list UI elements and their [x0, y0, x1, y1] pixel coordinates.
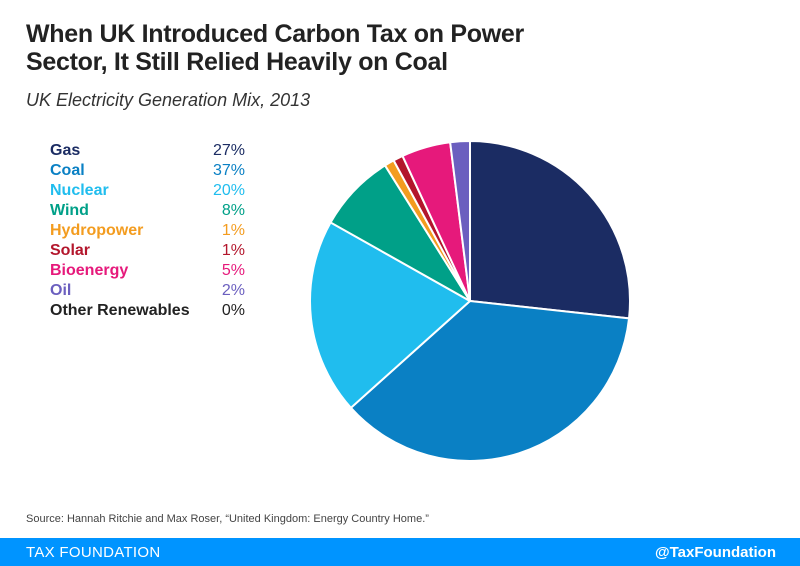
pie-slice-gas — [469, 139, 631, 320]
legend-value: 27% — [212, 142, 245, 159]
pie-slice-coal — [349, 299, 631, 462]
pie-chart — [309, 139, 631, 462]
legend-item: Solar 1% — [50, 241, 245, 261]
legend-label: Gas — [50, 142, 81, 159]
footer-bar: TAX FOUNDATION @TaxFoundation — [0, 538, 800, 566]
legend-value: 1% — [221, 222, 245, 239]
legend-value: 1% — [221, 242, 245, 259]
legend-label: Oil — [50, 282, 72, 299]
footer-handle: @TaxFoundation — [654, 544, 776, 561]
legend-item: Bioenergy 5% — [50, 261, 245, 281]
legend-value: 2% — [221, 282, 245, 299]
chart-title: When UK Introduced Carbon Tax on Power S… — [26, 20, 524, 76]
legend-label: Solar — [50, 242, 91, 259]
legend-item: Hydropower 1% — [50, 221, 245, 241]
pie-slice-oil — [449, 139, 471, 302]
legend-value: 20% — [212, 182, 245, 199]
legend-label: Wind — [50, 202, 89, 219]
legend-label: Bioenergy — [50, 262, 129, 279]
legend-value: 8% — [221, 202, 245, 219]
legend-value: 5% — [221, 262, 245, 279]
legend: Gas 27% Coal 37% Nuclear 20% Wind 8% Hydropower 1… — [50, 141, 245, 321]
legend-label: Hydropower — [50, 222, 144, 239]
legend-label: Nuclear — [50, 182, 109, 199]
chart-subtitle: UK Electricity Generation Mix, 2013 — [26, 90, 311, 110]
legend-item: Oil 2% — [50, 281, 245, 301]
legend-item: Coal 37% — [50, 161, 245, 181]
legend-value: 37% — [212, 162, 245, 179]
legend-item: Gas 27% — [50, 141, 245, 161]
source-note: Source: Hannah Ritchie and Max Roser, “U… — [26, 513, 429, 525]
legend-label: Other Renewables — [50, 302, 190, 319]
legend-label: Coal — [50, 162, 85, 179]
pie-slice-nuclear — [309, 221, 472, 410]
legend-item: Nuclear 20% — [50, 181, 245, 201]
legend-value: 0% — [221, 302, 245, 319]
footer-brand: TAX FOUNDATION — [26, 544, 161, 561]
legend-item: Other Renewables 0% — [50, 301, 245, 321]
legend-item: Wind 8% — [50, 201, 245, 221]
